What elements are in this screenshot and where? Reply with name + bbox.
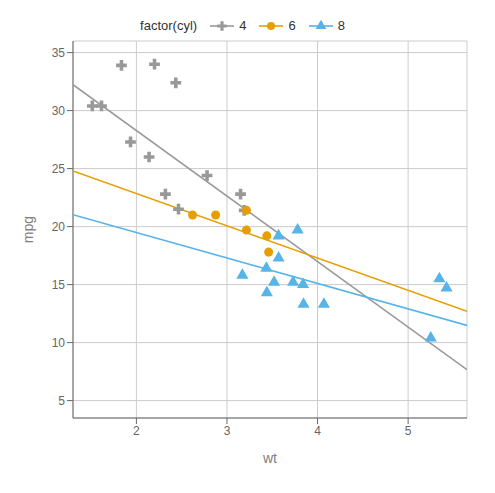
svg-text:20: 20: [52, 220, 66, 234]
html-text:8: 8: [337, 18, 345, 33]
svg-text:wt: wt: [262, 450, 277, 466]
svg-text:35: 35: [52, 46, 66, 60]
svg-text:5: 5: [405, 424, 412, 438]
svg-text:5: 5: [58, 394, 65, 408]
svg-text:3: 3: [224, 424, 231, 438]
svg-text:10: 10: [52, 336, 66, 350]
svg-text:25: 25: [52, 162, 66, 176]
svg-text:15: 15: [52, 278, 66, 292]
svg-text:mpg: mpg: [20, 216, 36, 243]
svg-text:4: 4: [314, 424, 321, 438]
svg-text:30: 30: [52, 104, 66, 118]
html-text:6: 6: [288, 18, 296, 33]
html-text:factor(cyl): factor(cyl): [140, 18, 198, 33]
svg-text:2: 2: [133, 424, 140, 438]
html-text:4: 4: [239, 18, 247, 33]
